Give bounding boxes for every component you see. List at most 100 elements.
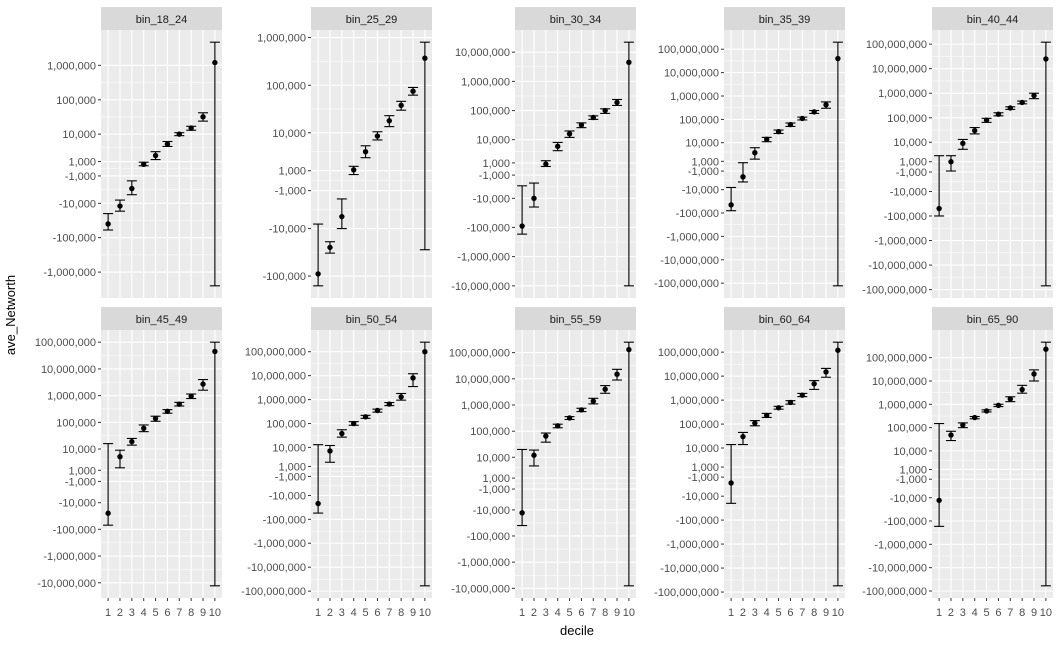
y-tick-label: -100,000	[53, 233, 96, 245]
facet-strip	[932, 307, 1053, 330]
y-tick-label: 1,000	[68, 157, 96, 169]
x-tick-label: 1	[728, 607, 734, 619]
y-tick-label: -1,000,000	[457, 252, 510, 264]
data-point	[995, 402, 1002, 409]
y-tick-label: 10,000	[685, 443, 719, 455]
y-tick-label: 100,000	[887, 423, 927, 435]
data-point	[188, 125, 194, 131]
y-tick-label: 1,000	[899, 464, 927, 476]
y-tick-label: -10,000	[890, 493, 927, 505]
x-tick-label: 9	[200, 607, 206, 619]
y-tick-label: -100,000	[263, 514, 306, 526]
y-tick-label: 10,000	[893, 446, 927, 458]
y-tick-label: -100,000,000	[241, 586, 306, 598]
panel-background	[311, 330, 432, 598]
data-point	[200, 381, 206, 387]
facet-strip-label: bin_65_90	[967, 314, 1018, 326]
data-point	[410, 88, 416, 94]
y-tick-label: 100,000	[56, 95, 96, 107]
x-tick-label: 8	[602, 607, 608, 619]
facet-panel: bin_60_64 -100,000,000 -10,000,000 -1,000,0…	[654, 307, 845, 619]
data-point	[543, 161, 549, 167]
data-point	[936, 497, 942, 504]
x-tick-label: 2	[327, 607, 333, 619]
data-point	[141, 425, 147, 432]
data-point	[398, 102, 404, 108]
y-tick-label: 1,000,000	[257, 33, 306, 45]
y-tick-label: -1,000	[896, 167, 927, 179]
data-point	[960, 422, 966, 428]
x-tick-label: 4	[555, 607, 561, 619]
facet-panel: bin_50_54 -100,000,000 -10,000,000 -1,000,0…	[241, 307, 432, 619]
x-tick-label: 5	[153, 607, 159, 619]
data-point	[983, 408, 990, 414]
data-point	[129, 185, 135, 192]
data-point	[566, 415, 573, 421]
y-tick-label: 10,000	[62, 444, 96, 456]
y-tick-label: 1,000	[278, 461, 306, 473]
facet-strip-label: bin_35_39	[759, 14, 810, 26]
y-tick-label: -10,000,000	[247, 562, 306, 574]
data-point	[764, 136, 770, 143]
y-tick-label: -1,000	[479, 484, 510, 496]
y-tick-label: 1,000,000	[670, 91, 719, 103]
data-point	[152, 415, 159, 422]
data-point	[626, 346, 632, 353]
y-tick-label: -1,000	[688, 166, 719, 178]
panel-background	[724, 30, 845, 298]
data-point	[152, 152, 159, 159]
data-point	[948, 159, 954, 165]
y-tick-label: 1,000,000	[47, 60, 96, 72]
data-point	[602, 386, 608, 392]
panels: bin_18_24 -1,000,000 -100,000 -10,000 -1,000…	[35, 7, 1053, 619]
data-point	[141, 161, 147, 167]
y-tick-label: -100,000,000	[862, 586, 927, 598]
x-tick-label: 10	[209, 607, 221, 619]
x-tick-label: 7	[386, 607, 392, 619]
data-point	[740, 433, 746, 440]
y-tick-label: -10,000	[890, 187, 927, 199]
x-axis-title: decile	[560, 623, 594, 638]
x-tick-label: 5	[776, 607, 782, 619]
data-point	[578, 122, 585, 128]
data-point	[590, 114, 596, 121]
y-tick-label: 100,000,000	[35, 337, 96, 349]
facet-strip-label: bin_60_64	[759, 314, 810, 326]
data-point	[972, 414, 978, 421]
panel-background	[101, 330, 222, 598]
data-point	[315, 271, 321, 277]
x-tick-label: 6	[374, 607, 380, 619]
facet-strip	[311, 7, 432, 30]
data-point	[164, 408, 171, 414]
y-tick-label: -1,000,000	[666, 231, 719, 243]
y-tick-label: -10,000	[269, 490, 306, 502]
x-tick-label: 8	[1019, 607, 1025, 619]
facet-strip-label: bin_30_34	[550, 14, 601, 26]
y-tick-label: -1,000,000	[43, 267, 96, 279]
data-point	[614, 99, 620, 106]
y-tick-label: -100,000	[467, 222, 510, 234]
facet-panel: bin_55_59 -10,000,000 -1,000,000 -100,000 -1…	[449, 307, 636, 619]
facet-strip	[724, 7, 845, 30]
x-tick-label: 8	[188, 607, 194, 619]
y-tick-label: 10,000,000	[872, 64, 927, 76]
x-tick-label: 9	[410, 607, 416, 619]
data-point	[164, 141, 171, 147]
data-point	[386, 401, 392, 407]
y-tick-label: -1,000	[65, 171, 96, 183]
facet-strip	[515, 7, 636, 30]
data-point	[422, 349, 428, 355]
facet-panel: bin_30_34 -10,000,000 -1,000,000 -100,000 -1…	[451, 7, 636, 298]
facet-strip	[932, 7, 1053, 30]
data-point	[374, 133, 381, 139]
y-tick-label: 100,000	[470, 426, 510, 438]
y-tick-label: 100,000	[56, 417, 96, 429]
data-point	[410, 375, 416, 381]
x-tick-label: 3	[339, 607, 345, 619]
data-point	[543, 433, 549, 439]
y-tick-label: -100,000,000	[862, 285, 927, 297]
y-tick-label: 10,000,000	[664, 68, 719, 80]
data-point	[626, 59, 632, 66]
data-point	[327, 448, 333, 454]
